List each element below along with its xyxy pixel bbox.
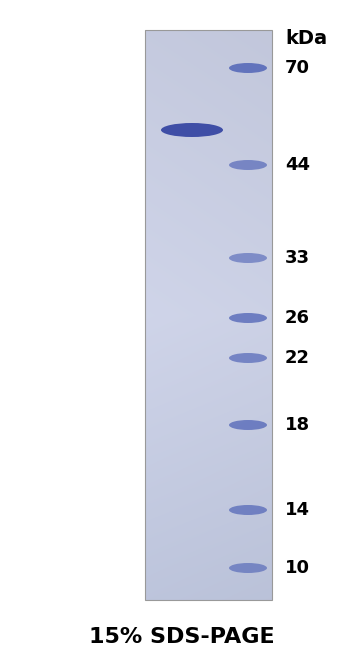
Ellipse shape bbox=[229, 160, 267, 170]
Text: 14: 14 bbox=[285, 501, 310, 519]
Text: kDa: kDa bbox=[285, 28, 327, 47]
Text: 26: 26 bbox=[285, 309, 310, 327]
Text: 15% SDS-PAGE: 15% SDS-PAGE bbox=[89, 627, 274, 647]
Bar bbox=[145, 30, 272, 600]
Text: 70: 70 bbox=[285, 59, 310, 77]
Ellipse shape bbox=[229, 253, 267, 263]
Ellipse shape bbox=[229, 505, 267, 515]
Ellipse shape bbox=[229, 63, 267, 73]
Text: 22: 22 bbox=[285, 349, 310, 367]
Ellipse shape bbox=[229, 563, 267, 573]
Ellipse shape bbox=[229, 420, 267, 430]
Ellipse shape bbox=[229, 353, 267, 363]
Text: 44: 44 bbox=[285, 156, 310, 174]
Ellipse shape bbox=[161, 123, 223, 137]
Ellipse shape bbox=[229, 313, 267, 323]
Text: 33: 33 bbox=[285, 249, 310, 267]
Text: 18: 18 bbox=[285, 416, 310, 434]
Text: 10: 10 bbox=[285, 559, 310, 577]
